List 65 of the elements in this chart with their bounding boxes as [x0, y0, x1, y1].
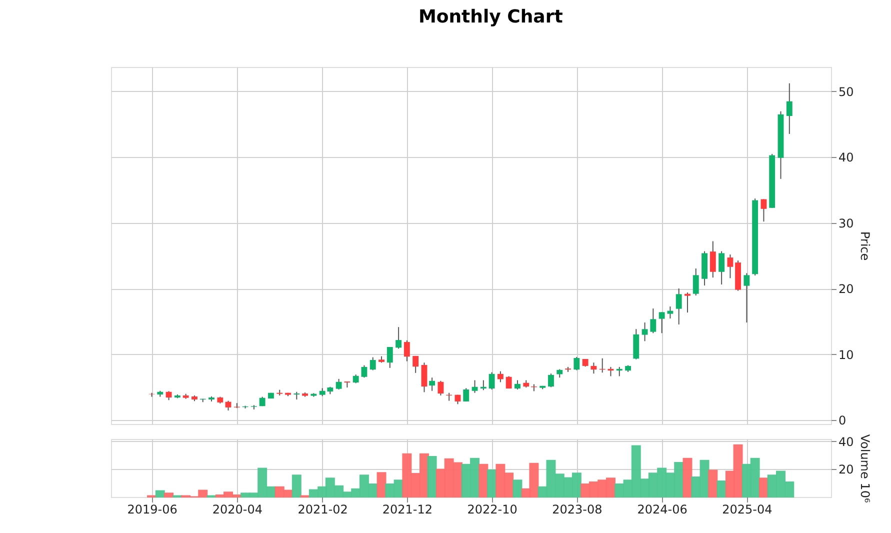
y-tick-label: 30 [838, 216, 854, 230]
y-tick-label: 0 [838, 414, 846, 428]
x-tick-label: 2019-06 [127, 502, 178, 516]
y-tick-label: 40 [838, 150, 854, 165]
x-tick-label: 2024-06 [637, 502, 688, 516]
chart-title: Monthly Chart [418, 6, 564, 28]
y-axis-title: Price [858, 231, 872, 261]
candlestick [710, 240, 716, 278]
candlestick [336, 378, 342, 390]
candlestick [650, 308, 656, 334]
candlestick [760, 198, 767, 222]
candlestick [421, 362, 428, 393]
bar [708, 470, 718, 498]
y-tick-label: 40 [838, 435, 854, 449]
candlestick [574, 356, 580, 371]
candlestick [386, 346, 393, 368]
candlestick [590, 362, 597, 374]
bar [155, 490, 165, 498]
candlestick [658, 312, 665, 334]
candlestick [616, 366, 622, 377]
bar [716, 480, 726, 498]
candlestick [404, 340, 410, 362]
y-tick-label: 20 [838, 282, 854, 296]
candlestick [480, 380, 486, 391]
y-tick-label: 50 [838, 84, 854, 99]
candlestick [506, 376, 512, 389]
candlestick [786, 82, 792, 134]
candlestick [514, 380, 520, 390]
x-tick-label: 2021-12 [382, 502, 432, 516]
candlestick [488, 372, 495, 390]
candlestick [396, 326, 402, 350]
bar [487, 469, 497, 498]
candlestick [548, 373, 554, 388]
bar [478, 464, 488, 498]
candlestick [361, 364, 368, 378]
y-tick-label: 20 [838, 462, 854, 477]
y-axis-title: Volume 10⁶ [858, 434, 872, 503]
candlestick [497, 370, 504, 383]
candlestick [676, 288, 682, 325]
bar [512, 480, 522, 498]
candlestick [429, 377, 436, 392]
x-tick-label: 2025-04 [722, 502, 772, 516]
bar [427, 456, 437, 498]
candlestick [463, 388, 470, 402]
candlestick [225, 400, 232, 411]
x-tick-label: 2022-10 [467, 502, 518, 516]
bar [164, 492, 174, 498]
candlestick [727, 254, 734, 279]
candlestick [642, 322, 648, 342]
candlestick [718, 250, 725, 285]
candlestick [412, 355, 419, 374]
candlestick [370, 356, 376, 371]
candlestick [684, 292, 690, 313]
x-tick-label: 2023-08 [552, 502, 602, 516]
candlestick [667, 306, 674, 319]
candlestick [472, 380, 478, 394]
bar [376, 472, 386, 498]
candlestick [692, 268, 699, 296]
bar [758, 478, 768, 498]
candlestick [438, 380, 444, 396]
candlestick [744, 272, 750, 323]
bar [292, 474, 302, 498]
x-tick-label: 2021-02 [298, 502, 348, 516]
x-tick-label: 2020-04 [212, 502, 262, 516]
y-tick-label: 10 [838, 348, 854, 362]
